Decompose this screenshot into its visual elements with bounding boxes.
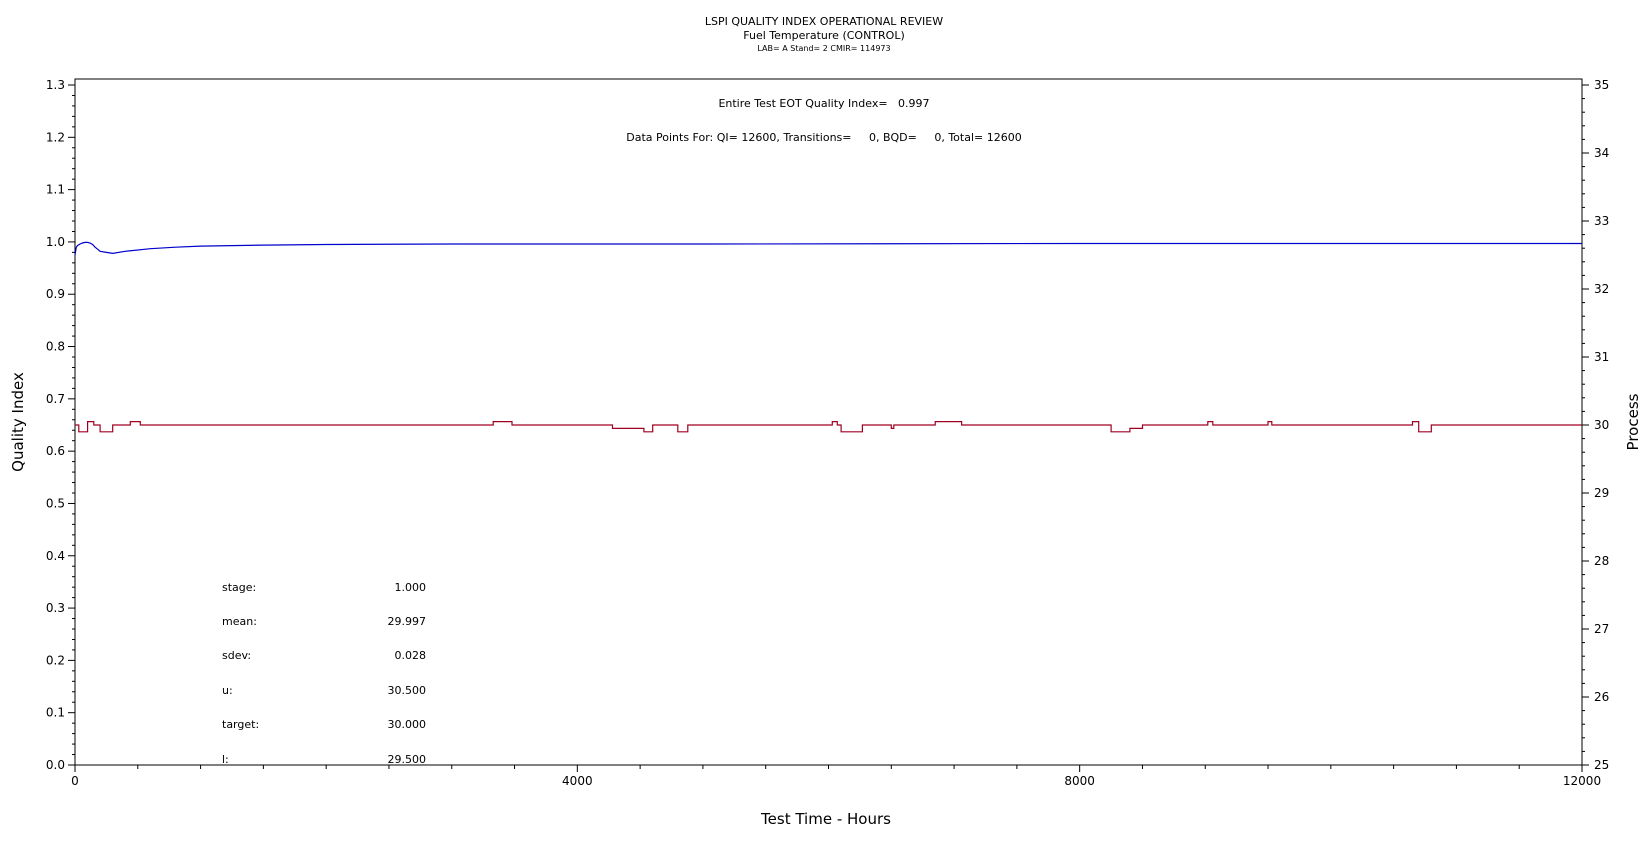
y2-tick-label: 27 bbox=[1594, 622, 1609, 636]
y2-tick-label: 33 bbox=[1594, 214, 1609, 228]
y2-tick-label: 35 bbox=[1594, 78, 1609, 92]
y-tick-label: 1.3 bbox=[46, 78, 65, 92]
stat-value: 30.000 bbox=[388, 718, 427, 731]
y2-tick-label: 31 bbox=[1594, 350, 1609, 364]
y-tick-label: 0.1 bbox=[46, 706, 65, 720]
y-axis-left: 0.0 0.1 0.2 0.3 0.4 0.5 0.6 0.7 0.8 0.9 1.0 1.1 1.2 1… bbox=[46, 78, 75, 772]
y2-tick-label: 26 bbox=[1594, 690, 1609, 704]
data-points-annotation: Data Points For: QI= 12600, Transitions=… bbox=[626, 131, 1021, 144]
y-tick-label: 0.6 bbox=[46, 444, 65, 458]
stat-value: 1.000 bbox=[395, 581, 427, 594]
y2-tick-label: 29 bbox=[1594, 486, 1609, 500]
x-tick-label: 8000 bbox=[1064, 774, 1095, 788]
plot-frame bbox=[74, 78, 1583, 766]
y-tick-label: 1.2 bbox=[46, 130, 65, 144]
y-tick-label: 0.3 bbox=[46, 601, 65, 615]
x-tick-label: 4000 bbox=[562, 774, 593, 788]
y2-tick-label: 25 bbox=[1594, 758, 1609, 772]
y2-tick-label: 28 bbox=[1594, 554, 1609, 568]
stats-block: stage: 1.000 mean: 29.997 sdev: 0.028 u:… bbox=[222, 581, 426, 766]
y-tick-label: 0.4 bbox=[46, 549, 65, 563]
chart-info: LAB= A Stand= 2 CMIR= 114973 bbox=[757, 44, 890, 53]
y-tick-label: 0.8 bbox=[46, 340, 65, 354]
y-tick-label: 0.0 bbox=[46, 758, 65, 772]
x-axis: 0 4000 8000 12000 bbox=[71, 765, 1601, 788]
y-tick-label: 0.9 bbox=[46, 287, 65, 301]
stat-value: 0.028 bbox=[395, 649, 427, 662]
eot-quality-index-annotation: Entire Test EOT Quality Index= 0.997 bbox=[718, 97, 929, 110]
y-axis-right: 25 26 27 28 29 30 31 32 33 34 35 bbox=[1582, 78, 1609, 772]
stat-value: 29.997 bbox=[388, 615, 427, 628]
chart-title: LSPI QUALITY INDEX OPERATIONAL REVIEW bbox=[705, 15, 943, 28]
stat-label: u: bbox=[222, 684, 233, 697]
stat-label: target: bbox=[222, 718, 259, 731]
chart-subtitle: Fuel Temperature (CONTROL) bbox=[743, 29, 905, 42]
stat-value: 29.500 bbox=[388, 753, 427, 766]
x-axis-label: Test Time - Hours bbox=[760, 810, 891, 828]
y-tick-label: 0.5 bbox=[46, 496, 65, 510]
stat-label: stage: bbox=[222, 581, 256, 594]
y-tick-label: 1.0 bbox=[46, 235, 65, 249]
y2-tick-label: 30 bbox=[1594, 418, 1609, 432]
x-tick-label: 12000 bbox=[1563, 774, 1601, 788]
y-axis-label: Quality Index bbox=[9, 372, 27, 472]
series-layer bbox=[74, 241, 1582, 433]
stat-label: l: bbox=[222, 753, 229, 766]
stat-label: sdev: bbox=[222, 649, 251, 662]
stat-label: mean: bbox=[222, 615, 257, 628]
y2-axis-label: Process bbox=[1624, 393, 1642, 450]
stat-value: 30.500 bbox=[388, 684, 427, 697]
process-series-line bbox=[75, 421, 1582, 433]
y-tick-label: 0.7 bbox=[46, 392, 65, 406]
y2-tick-label: 34 bbox=[1594, 146, 1609, 160]
y-tick-label: 0.2 bbox=[46, 653, 65, 667]
x-tick-label: 0 bbox=[71, 774, 79, 788]
y2-tick-label: 32 bbox=[1594, 282, 1609, 296]
y-tick-label: 1.1 bbox=[46, 183, 65, 197]
quality-index-series-line bbox=[74, 241, 1582, 256]
